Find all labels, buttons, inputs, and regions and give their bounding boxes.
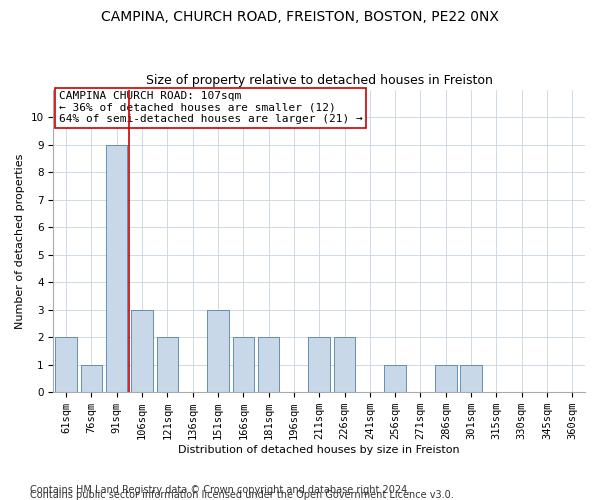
Title: Size of property relative to detached houses in Freiston: Size of property relative to detached ho…	[146, 74, 493, 87]
Bar	[385, 364, 406, 392]
Bar	[207, 310, 229, 392]
X-axis label: Distribution of detached houses by size in Freiston: Distribution of detached houses by size …	[178, 445, 460, 455]
Bar	[308, 337, 330, 392]
Bar	[157, 337, 178, 392]
Bar	[435, 364, 457, 392]
Bar	[460, 364, 482, 392]
Y-axis label: Number of detached properties: Number of detached properties	[15, 153, 25, 328]
Bar	[334, 337, 355, 392]
Text: CAMPINA CHURCH ROAD: 107sqm
← 36% of detached houses are smaller (12)
64% of sem: CAMPINA CHURCH ROAD: 107sqm ← 36% of det…	[59, 91, 362, 124]
Bar	[55, 337, 77, 392]
Bar	[80, 364, 102, 392]
Bar	[233, 337, 254, 392]
Text: Contains HM Land Registry data © Crown copyright and database right 2024.: Contains HM Land Registry data © Crown c…	[30, 485, 410, 495]
Bar	[106, 144, 127, 392]
Bar	[131, 310, 153, 392]
Text: CAMPINA, CHURCH ROAD, FREISTON, BOSTON, PE22 0NX: CAMPINA, CHURCH ROAD, FREISTON, BOSTON, …	[101, 10, 499, 24]
Bar	[258, 337, 280, 392]
Text: Contains public sector information licensed under the Open Government Licence v3: Contains public sector information licen…	[30, 490, 454, 500]
